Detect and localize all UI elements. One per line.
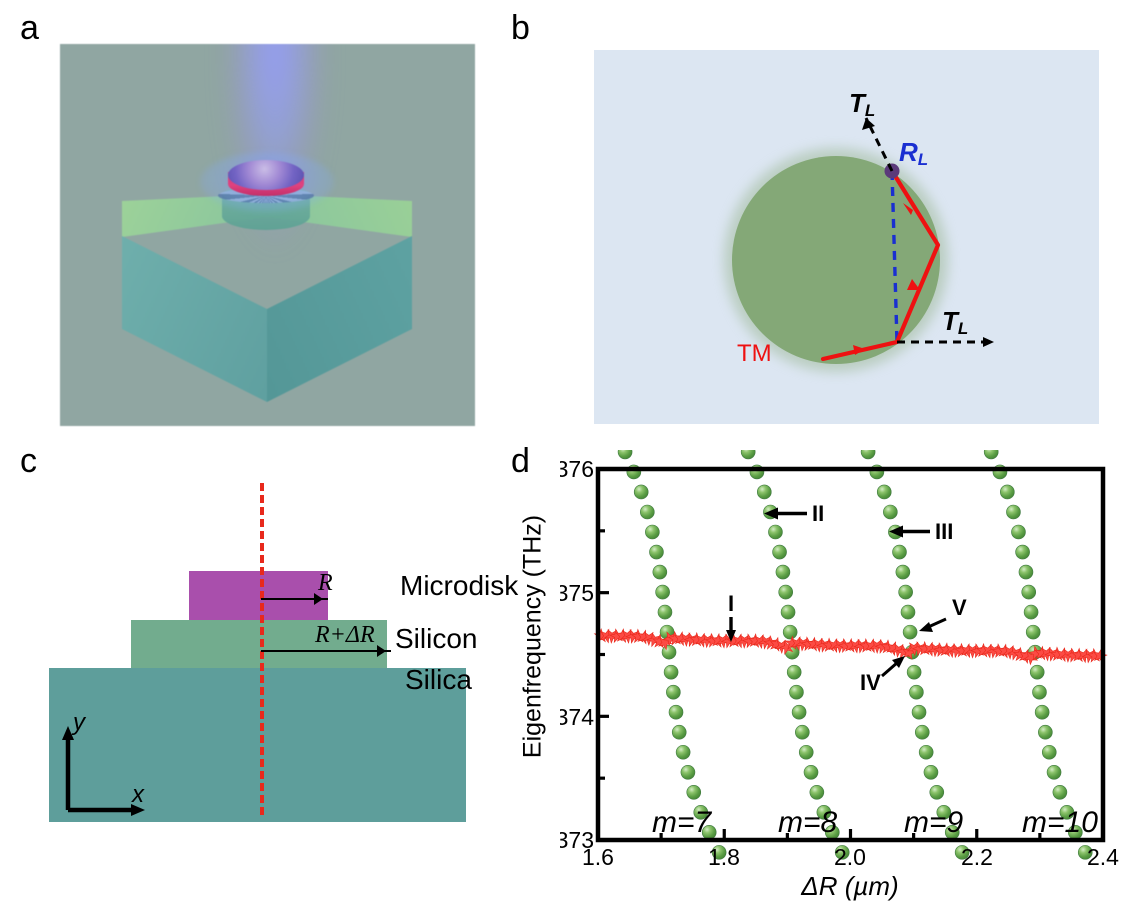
svg-text:1.8: 1.8 [708, 844, 740, 870]
svg-text:I: I [728, 591, 734, 616]
svg-text:RL: RL [899, 137, 928, 169]
svg-text:m=9: m=9 [904, 806, 964, 839]
svg-text:m=10: m=10 [1022, 806, 1098, 839]
svg-text:II: II [812, 501, 824, 526]
svg-text:y: y [71, 709, 87, 736]
svg-text:1.6: 1.6 [582, 844, 614, 870]
svg-text:374: 374 [560, 704, 594, 730]
svg-text:TM: TM [737, 340, 772, 367]
svg-text:2.2: 2.2 [961, 844, 993, 870]
svg-text:376: 376 [560, 456, 594, 482]
svg-text:ΔR (µm): ΔR (µm) [800, 871, 898, 901]
svg-text:x: x [131, 781, 145, 808]
svg-text:TL: TL [942, 306, 968, 338]
svg-text:V: V [952, 595, 967, 620]
svg-text:2.0: 2.0 [834, 844, 866, 870]
svg-text:m=8: m=8 [778, 806, 838, 839]
svg-text:IV: IV [860, 670, 881, 695]
svg-text:2.4: 2.4 [1087, 844, 1119, 870]
svg-text:375: 375 [560, 580, 594, 606]
svg-text:m=7: m=7 [652, 806, 713, 839]
svg-text:TL: TL [849, 88, 875, 120]
svg-text:III: III [935, 519, 953, 544]
